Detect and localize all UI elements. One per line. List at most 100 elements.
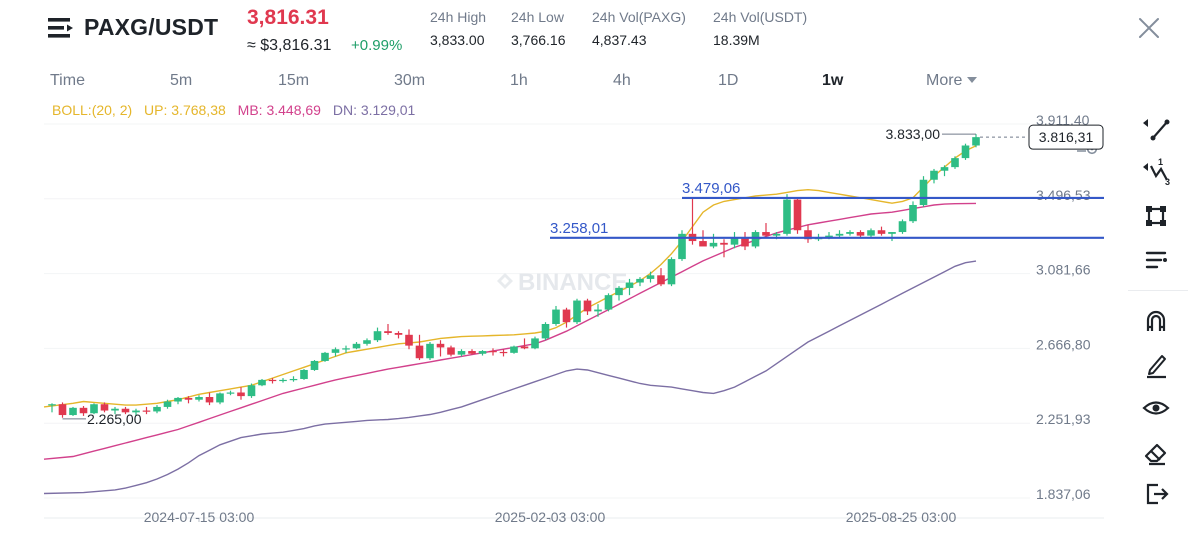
bollinger-bands: [43, 145, 977, 495]
drawing-toolbar: 1 3: [1120, 110, 1190, 510]
y-tick-label: 3.081,66: [1036, 262, 1091, 278]
candle-body: [205, 397, 214, 403]
boll-mb: MB: 3.448,69: [237, 102, 321, 118]
tab-1h[interactable]: 1h: [510, 72, 528, 89]
candle-body: [184, 397, 193, 400]
horizontal-lines[interactable]: 3.479,06 3.258,01: [550, 180, 1104, 239]
svg-text:3: 3: [1165, 177, 1170, 186]
tab-1w[interactable]: 1w: [822, 72, 844, 89]
shape-tool-icon[interactable]: [1140, 200, 1172, 232]
current-price-box: [1028, 124, 1104, 150]
candle-body: [415, 345, 424, 359]
candle-body: [646, 275, 655, 279]
tab-4h[interactable]: 4h: [613, 72, 631, 89]
boll-name: BOLL:(20, 2): [52, 102, 133, 118]
candle-body: [436, 343, 445, 348]
candle-body: [909, 204, 917, 222]
candle-body: [268, 379, 277, 382]
tab-30m[interactable]: 30m: [394, 72, 426, 89]
high-label: 3.833,00: [886, 126, 941, 142]
more-dropdown[interactable]: More: [926, 72, 978, 90]
candle-body: [237, 392, 245, 397]
candle-body: [132, 410, 140, 413]
boll-lower-line: [43, 260, 977, 495]
boll-middle-line: [43, 202, 977, 460]
candle-body: [216, 393, 224, 403]
candle-body: [426, 343, 434, 359]
pencil-icon[interactable]: [1140, 348, 1172, 380]
last-price: 3,816.31: [247, 6, 329, 29]
candle-body: [48, 404, 56, 406]
candle-body: [163, 401, 172, 407]
candle-body: [751, 232, 760, 247]
candle-body: [762, 232, 770, 236]
stat-24h-low-label: 24h Low: [511, 9, 564, 25]
stat-24h-vol-paxg-value: 4,837.43: [592, 32, 647, 48]
candle-body: [741, 237, 749, 247]
candle-body: [394, 333, 403, 335]
fib-tool-icon[interactable]: 1 3: [1140, 154, 1172, 186]
candle-body: [783, 199, 791, 234]
low-label: 2.265,00: [87, 411, 142, 427]
magnet-icon[interactable]: [1140, 305, 1172, 337]
candle-body: [615, 287, 623, 296]
candle-body: [636, 278, 644, 283]
exit-icon[interactable]: [1140, 478, 1172, 510]
tab-15m[interactable]: 15m: [278, 72, 310, 89]
candle-body: [405, 334, 413, 346]
candle-body: [226, 392, 235, 394]
text-tool-icon[interactable]: [1140, 244, 1172, 276]
candle-body: [478, 351, 487, 354]
candle-body: [877, 230, 886, 234]
trend-line-tool-icon[interactable]: [1140, 112, 1172, 144]
candle-body: [657, 275, 665, 285]
candle-body: [856, 232, 865, 236]
price-level-label: 3.258,01: [550, 220, 608, 237]
candle-body: [972, 137, 980, 146]
candle-body: [709, 242, 718, 247]
candle-body: [447, 347, 455, 355]
pair-title[interactable]: PAXG/USDT: [84, 14, 219, 40]
candle-body: [667, 259, 676, 285]
candle-body: [58, 404, 67, 416]
candle-body: [142, 410, 151, 412]
candle-body: [793, 199, 802, 231]
candle-body: [384, 331, 392, 334]
candle-body: [195, 397, 203, 400]
price-change-percent: +0.99%: [351, 37, 403, 54]
candle-body: [804, 230, 812, 240]
stat-24h-high-value: 3,833.00: [430, 32, 485, 48]
eraser-icon[interactable]: [1140, 436, 1172, 468]
candle-body: [489, 351, 497, 353]
candle-body: [720, 242, 728, 245]
approx-usd-price: ≈ $3,816.31: [247, 37, 332, 54]
boll-up: UP: 3.768,38: [144, 102, 226, 118]
candle-body: [531, 338, 539, 349]
tab-1d[interactable]: 1D: [718, 72, 739, 89]
candle-body: [594, 309, 602, 312]
candle-body: [90, 404, 98, 414]
candle-body: [69, 407, 77, 416]
candle-body: [951, 158, 959, 168]
candle-body: [919, 179, 928, 205]
candle-body: [289, 378, 298, 381]
x-tick-label: 2025-08-25 03:00: [846, 509, 957, 525]
candle-body: [100, 404, 109, 411]
candle-body: [300, 369, 308, 379]
candle-body: [121, 408, 130, 413]
menu-icon[interactable]: [48, 17, 74, 39]
eye-icon[interactable]: [1140, 392, 1172, 424]
y-tick-label: 3.911,40: [1036, 112, 1090, 128]
candle-body: [174, 397, 182, 402]
candle-body: [520, 346, 529, 349]
candle-body: [247, 385, 256, 397]
candle-body: [699, 241, 707, 247]
candlestick-chart[interactable]: 3.911,40 3.496,53 3.081,66 2.666,80 2.251,93…: [0, 98, 1120, 532]
boll-legend: BOLL:(20, 2) UP: 3.768,38 MB: 3.448,69 D…: [52, 102, 423, 118]
close-icon[interactable]: [1137, 16, 1161, 40]
stat-24h-vol-paxg-label: 24h Vol(PAXG): [592, 9, 686, 25]
more-label: More: [926, 72, 963, 89]
boll-upper-line: [43, 145, 977, 408]
tab-time[interactable]: Time: [50, 72, 85, 89]
tab-5m[interactable]: 5m: [170, 72, 193, 89]
